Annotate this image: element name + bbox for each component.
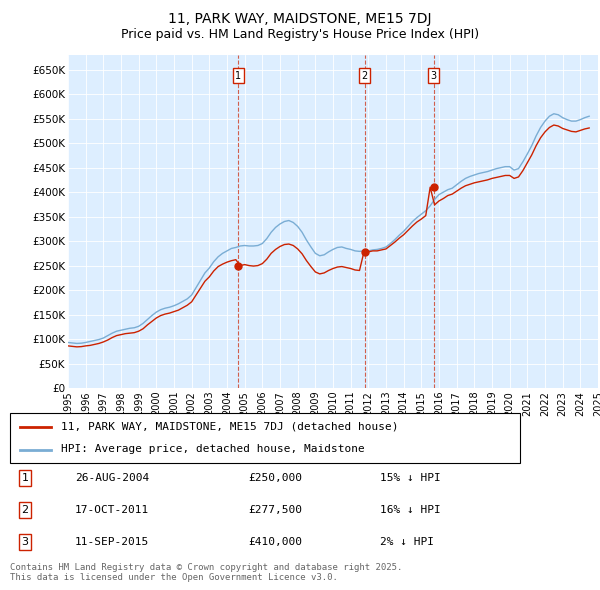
Text: 16% ↓ HPI: 16% ↓ HPI	[380, 505, 441, 515]
Text: 2: 2	[22, 505, 29, 515]
Text: 3: 3	[430, 71, 437, 81]
Text: 11, PARK WAY, MAIDSTONE, ME15 7DJ: 11, PARK WAY, MAIDSTONE, ME15 7DJ	[168, 12, 432, 26]
Text: 2: 2	[361, 71, 368, 81]
Text: 3: 3	[22, 537, 29, 547]
Text: Price paid vs. HM Land Registry's House Price Index (HPI): Price paid vs. HM Land Registry's House …	[121, 28, 479, 41]
Text: 26-AUG-2004: 26-AUG-2004	[75, 473, 149, 483]
Text: 11-SEP-2015: 11-SEP-2015	[75, 537, 149, 547]
Text: 17-OCT-2011: 17-OCT-2011	[75, 505, 149, 515]
FancyBboxPatch shape	[10, 413, 520, 463]
Text: HPI: Average price, detached house, Maidstone: HPI: Average price, detached house, Maid…	[61, 444, 365, 454]
Text: £250,000: £250,000	[248, 473, 302, 483]
Text: Contains HM Land Registry data © Crown copyright and database right 2025.
This d: Contains HM Land Registry data © Crown c…	[10, 563, 403, 582]
Text: 15% ↓ HPI: 15% ↓ HPI	[380, 473, 441, 483]
Text: £410,000: £410,000	[248, 537, 302, 547]
Text: 11, PARK WAY, MAIDSTONE, ME15 7DJ (detached house): 11, PARK WAY, MAIDSTONE, ME15 7DJ (detac…	[61, 421, 398, 431]
Text: 2% ↓ HPI: 2% ↓ HPI	[380, 537, 434, 547]
Text: 1: 1	[235, 71, 242, 81]
Text: £277,500: £277,500	[248, 505, 302, 515]
Text: 1: 1	[22, 473, 29, 483]
